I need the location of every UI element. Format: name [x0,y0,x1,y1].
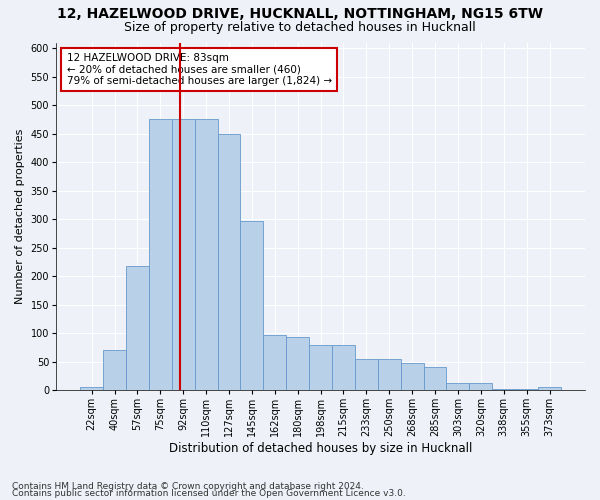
Bar [332,345,355,390]
Bar [469,384,492,390]
Bar [218,134,241,390]
Bar [401,364,424,390]
Bar [126,266,149,390]
Bar [424,368,446,390]
Bar [355,359,378,390]
Text: Size of property relative to detached houses in Hucknall: Size of property relative to detached ho… [124,21,476,34]
Bar [286,337,309,390]
Bar [492,389,515,390]
Text: Contains HM Land Registry data © Crown copyright and database right 2024.: Contains HM Land Registry data © Crown c… [12,482,364,491]
Bar [378,360,401,390]
Bar [80,388,103,390]
Y-axis label: Number of detached properties: Number of detached properties [15,128,25,304]
Text: 12 HAZELWOOD DRIVE: 83sqm
← 20% of detached houses are smaller (460)
79% of semi: 12 HAZELWOOD DRIVE: 83sqm ← 20% of detac… [67,53,332,86]
Bar [194,119,218,390]
Bar [241,222,263,390]
Bar [446,382,469,390]
Bar [149,119,172,390]
Bar [538,386,561,390]
Bar [172,119,194,390]
Bar [515,389,538,390]
Text: 12, HAZELWOOD DRIVE, HUCKNALL, NOTTINGHAM, NG15 6TW: 12, HAZELWOOD DRIVE, HUCKNALL, NOTTINGHA… [57,8,543,22]
Bar [309,344,332,390]
Bar [103,350,126,390]
Bar [263,336,286,390]
Text: Contains public sector information licensed under the Open Government Licence v3: Contains public sector information licen… [12,490,406,498]
X-axis label: Distribution of detached houses by size in Hucknall: Distribution of detached houses by size … [169,442,472,455]
